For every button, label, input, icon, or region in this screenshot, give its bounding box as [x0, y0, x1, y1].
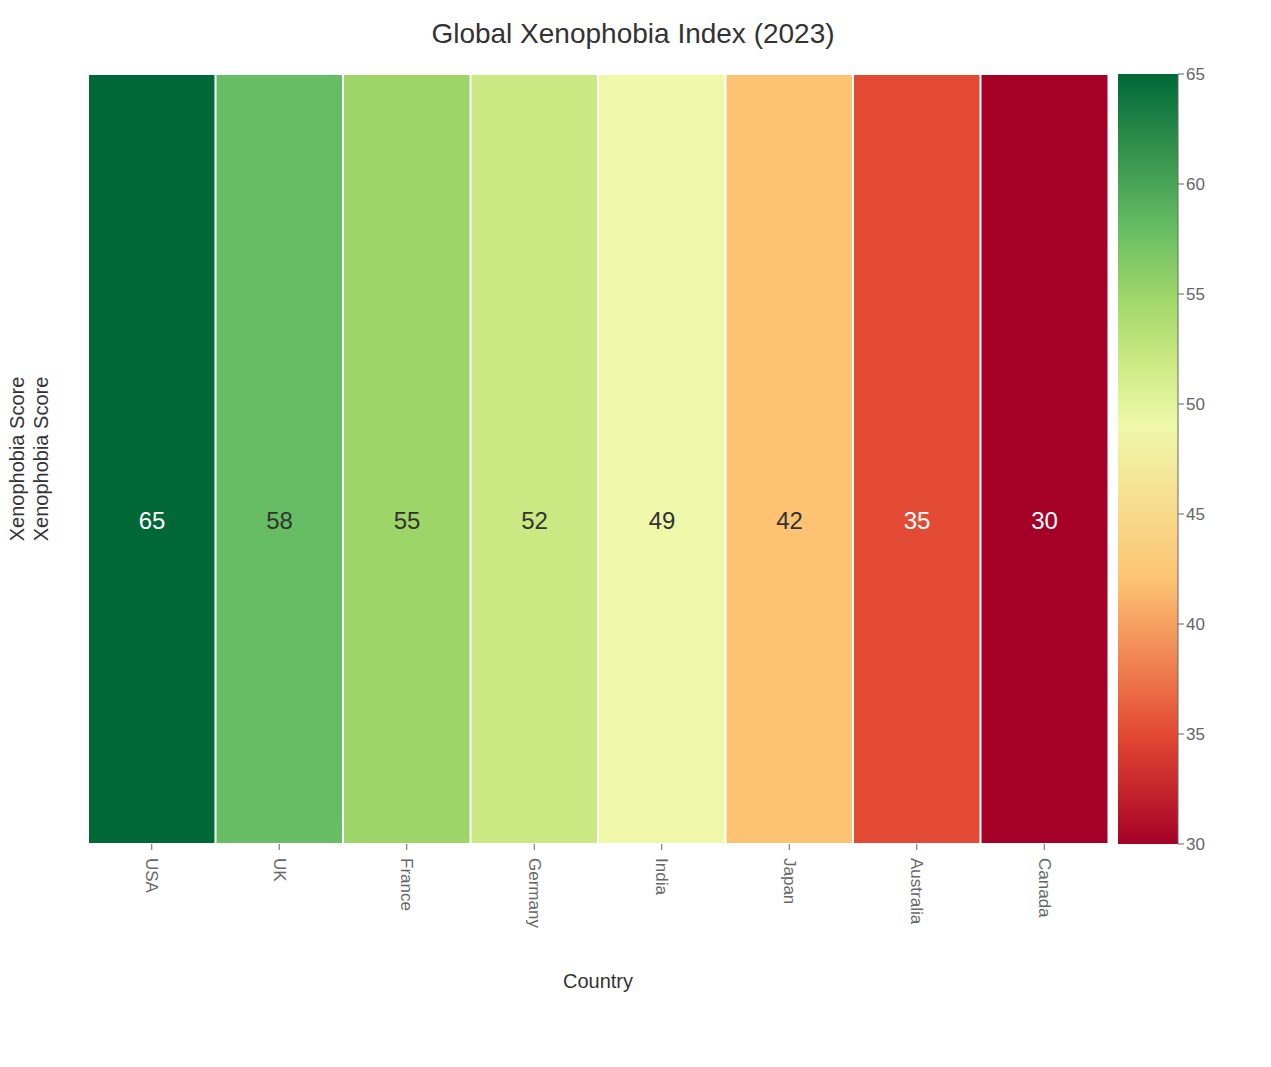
svg-text:58: 58 [266, 507, 293, 534]
svg-text:USA: USA [142, 858, 161, 894]
svg-text:55: 55 [1186, 285, 1205, 304]
svg-text:42: 42 [776, 507, 803, 534]
svg-text:Canada: Canada [1035, 858, 1054, 918]
svg-text:52: 52 [521, 507, 548, 534]
svg-text:50: 50 [1186, 395, 1205, 414]
svg-text:65: 65 [139, 507, 166, 534]
svg-text:30: 30 [1186, 835, 1205, 854]
svg-text:30: 30 [1031, 507, 1058, 534]
svg-text:55: 55 [394, 507, 421, 534]
svg-text:65: 65 [1186, 65, 1205, 84]
svg-text:Germany: Germany [525, 858, 544, 928]
svg-text:49: 49 [649, 507, 676, 534]
svg-text:35: 35 [1186, 725, 1205, 744]
html-text:Global Xenophobia Index (2023): Global Xenophobia Index (2023) [431, 18, 835, 49]
svg-text:40: 40 [1186, 615, 1205, 634]
svg-text:India: India [652, 858, 671, 895]
svg-text:Country: Country [563, 970, 633, 992]
svg-text:Japan: Japan [780, 858, 799, 904]
svg-text:45: 45 [1186, 505, 1205, 524]
svg-text:60: 60 [1186, 175, 1205, 194]
svg-text:France: France [397, 858, 416, 911]
svg-text:Xenophobia ScoreXenophobia Sco: Xenophobia ScoreXenophobia Score [8, 377, 52, 542]
svg-text:UK: UK [270, 858, 289, 882]
svg-text:Australia: Australia [907, 858, 926, 925]
svg-text:35: 35 [904, 507, 931, 534]
